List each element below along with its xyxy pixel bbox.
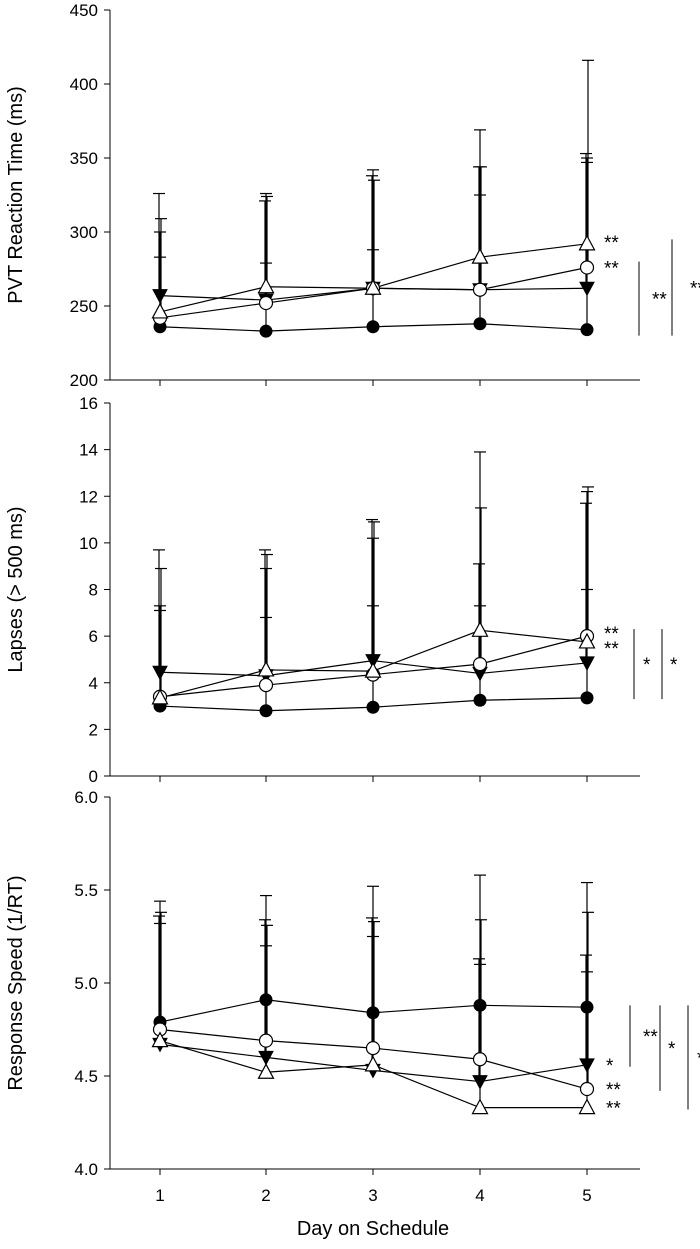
data-point — [257, 1063, 275, 1079]
data-point — [579, 260, 595, 275]
y-axis-label: PVT Reaction Time (ms) — [5, 86, 27, 303]
bracket-mark: * — [643, 655, 651, 676]
data-point — [365, 1040, 381, 1056]
data-point — [579, 656, 595, 671]
data-point — [259, 993, 273, 1007]
data-point — [366, 700, 380, 714]
y-tick-label: 6 — [89, 627, 98, 646]
data-point — [365, 654, 381, 669]
data-point — [152, 665, 168, 681]
bracket-mark: ** — [690, 279, 700, 300]
data-point — [471, 621, 489, 637]
y-tick-label: 0 — [89, 767, 98, 786]
data-point — [259, 324, 273, 338]
data-point — [580, 691, 594, 705]
y-tick-label: 4.5 — [74, 1067, 98, 1086]
bracket-mark: * — [697, 1048, 700, 1069]
data-point — [472, 1075, 488, 1090]
y-tick-label: 5.0 — [74, 974, 98, 993]
data-point — [364, 278, 382, 295]
data-point — [580, 323, 594, 337]
significance-mark: ** — [604, 639, 619, 660]
bracket-mark: * — [668, 1039, 676, 1060]
data-point — [151, 688, 169, 705]
data-point — [151, 302, 169, 319]
x-tick-label: 4 — [475, 1186, 484, 1205]
significance-mark: ** — [606, 1099, 621, 1120]
significance-mark: ** — [604, 259, 619, 280]
significance-mark: ** — [604, 624, 619, 645]
data-point — [471, 1098, 489, 1115]
x-tick-label: 2 — [261, 1186, 270, 1205]
data-point — [578, 234, 596, 251]
bracket-mark: ** — [643, 1027, 658, 1048]
data-point — [579, 281, 595, 297]
data-point — [580, 1000, 594, 1014]
data-point — [152, 289, 168, 304]
y-tick-label: 250 — [70, 297, 98, 316]
y-axis-label: Response Speed (1/RT) — [5, 875, 27, 1090]
y-tick-label: 14 — [79, 441, 98, 460]
data-point — [472, 656, 488, 672]
data-point — [471, 247, 489, 264]
significance-mark: ** — [606, 1080, 621, 1101]
bracket-mark: * — [670, 655, 678, 676]
data-point — [578, 1098, 596, 1115]
bracket-mark: ** — [652, 290, 667, 311]
y-tick-label: 12 — [79, 487, 98, 506]
y-tick-label: 200 — [70, 371, 98, 390]
x-tick-label: 1 — [155, 1186, 164, 1205]
panel-response-speed: 4.0 4.5 5.0 5.5 6.0 1 2 3 4 5 Response Speed (1/RT… — [5, 788, 700, 1205]
data-point — [364, 1055, 382, 1072]
data-point — [473, 317, 487, 331]
y-tick-label: 350 — [70, 149, 98, 168]
data-point — [473, 998, 487, 1012]
data-point — [366, 320, 380, 334]
y-tick-label: 4.0 — [74, 1160, 98, 1179]
y-tick-label: 10 — [79, 534, 98, 553]
data-point — [257, 277, 275, 294]
data-point — [259, 704, 273, 718]
data-point — [364, 661, 382, 678]
y-tick-label: 6.0 — [74, 788, 98, 807]
y-tick-label: 400 — [70, 75, 98, 94]
y-tick-label: 4 — [89, 674, 98, 693]
y-axis-label: Lapses (> 500 ms) — [5, 506, 27, 672]
data-point — [472, 1052, 488, 1067]
x-tick-label: 3 — [368, 1186, 377, 1205]
y-tick-label: 300 — [70, 223, 98, 242]
y-tick-label: 450 — [70, 1, 98, 20]
data-point — [579, 1081, 595, 1097]
x-axis-label: Day on Schedule — [297, 1218, 449, 1240]
x-tick-label: 5 — [582, 1186, 591, 1205]
data-point — [258, 1050, 274, 1066]
data-point — [579, 1058, 595, 1073]
data-point — [258, 1033, 274, 1048]
data-point — [258, 677, 274, 693]
significance-mark: * — [606, 1056, 614, 1077]
y-tick-label: 8 — [89, 581, 98, 600]
significance-mark: ** — [604, 233, 619, 254]
data-point — [366, 1006, 380, 1020]
data-point — [257, 660, 275, 677]
panel-reaction-time: 200 250 300 350 400 450 PVT Reaction Time (ms)… — [5, 1, 700, 390]
data-point — [578, 632, 596, 649]
y-tick-label: 5.5 — [74, 881, 98, 900]
data-point — [151, 1031, 169, 1048]
y-tick-label: 2 — [89, 720, 98, 739]
data-point — [472, 282, 488, 297]
data-point — [473, 693, 487, 707]
y-tick-label: 16 — [79, 394, 98, 413]
data-point — [258, 295, 274, 311]
